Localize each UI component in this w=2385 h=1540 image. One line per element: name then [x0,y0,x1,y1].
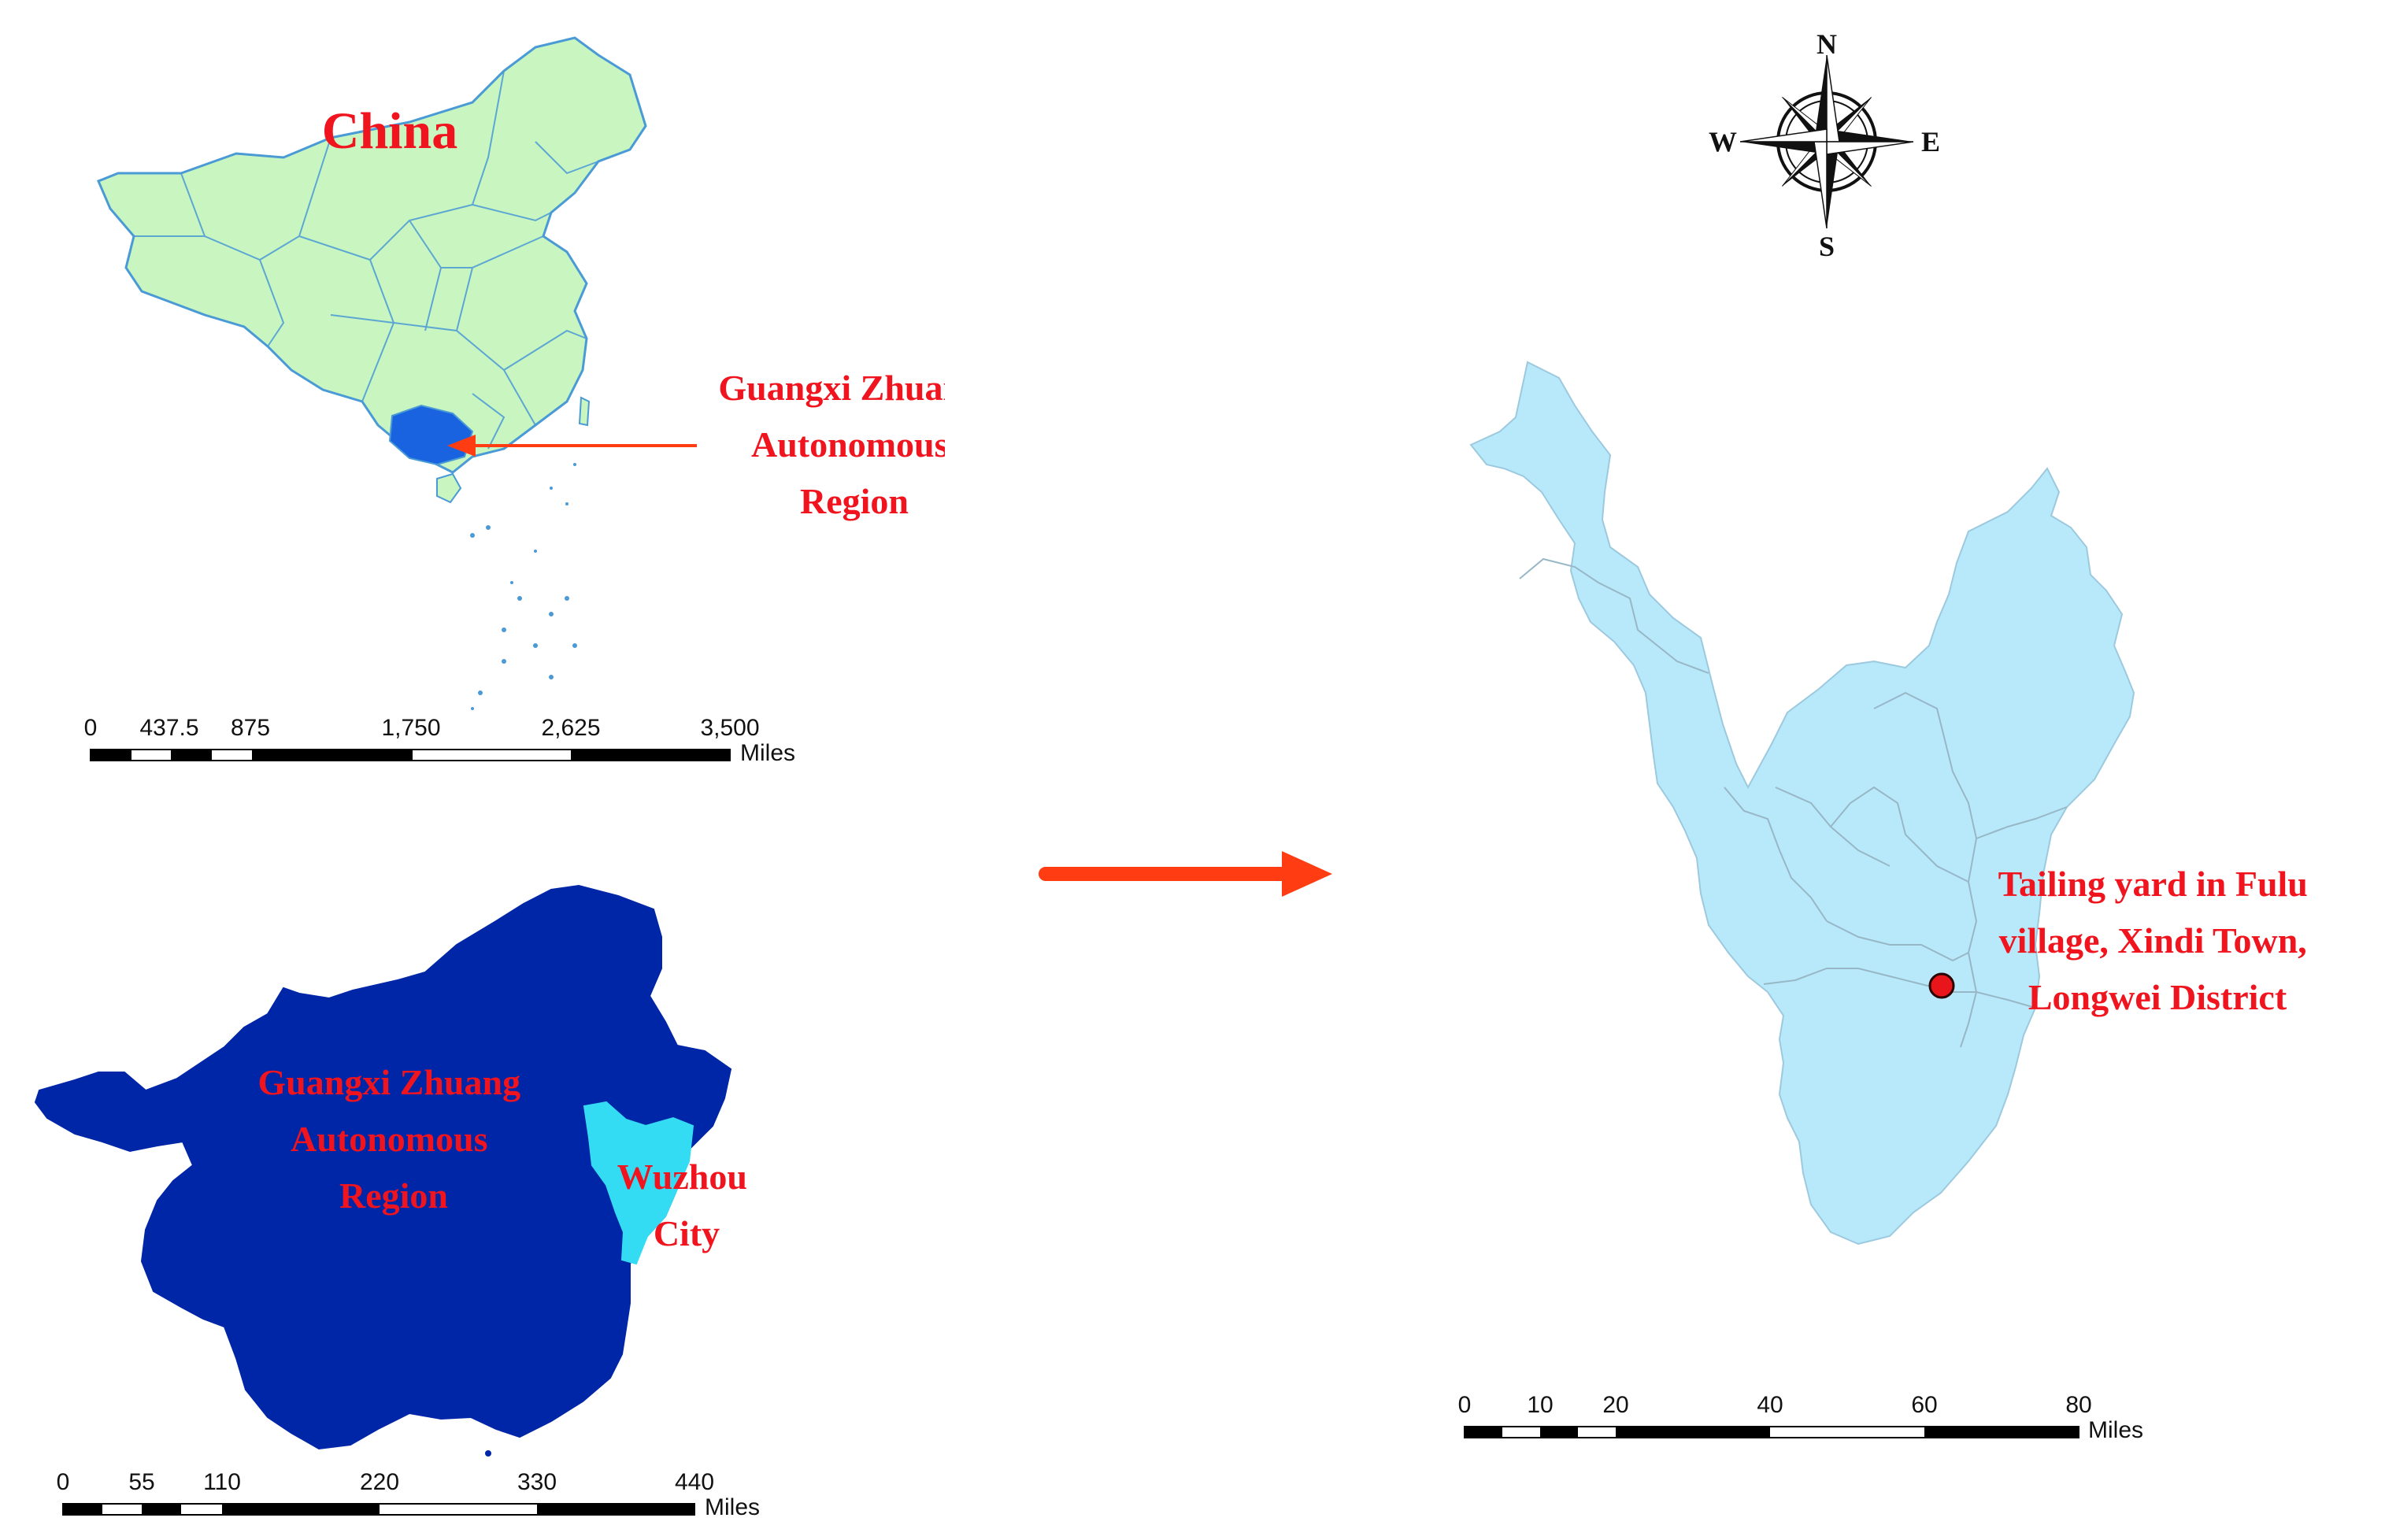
compass-south: S [1819,231,1835,260]
china-map-title: China [322,102,457,160]
hainan-island [436,472,462,504]
scale-unit-label: Miles [740,740,795,766]
scale-tick-label: 80 [2065,1392,2091,1418]
guangxi-map-panel: Guangxi Zhuang Autonomous Region Wuzhou … [0,866,945,1540]
scale-tick-label: 440 [675,1469,714,1495]
tailing-yard-label: Tailing yard in Fulu village, Xindi Town… [1998,864,2317,1017]
tailing-yard-marker [1928,972,1955,999]
guangxi-callout-arrow [447,435,697,457]
wuzhou-scale-bar: 0 10 20 40 60 80 Miles [1458,1392,2143,1443]
guangxi-highlight [388,404,474,466]
guangxi-region-label: Guangxi Zhuang Autonomous Region [257,1062,529,1216]
scale-tick-label: 3,500 [700,715,759,741]
scale-tick-label: 60 [1911,1392,1937,1418]
china-scale-bar: 0 437.5 875 1,750 2,625 3,500 Miles [84,715,795,766]
south-china-sea-islands [470,463,577,710]
scale-tick-label: 1,750 [381,715,440,741]
transition-arrow [1031,838,1346,909]
island-dot [485,1450,491,1457]
taiwan-island [578,396,591,427]
scale-tick-label: 20 [1602,1392,1628,1418]
wuzhou-city-shape [1469,361,2135,1246]
compass-west: W [1709,126,1737,157]
guangxi-map [34,884,732,1457]
china-mainland-shape [97,36,647,474]
scale-tick-label: 110 [203,1469,241,1495]
scale-tick-label: 2,625 [541,715,600,741]
scale-tick-label: 0 [84,715,98,741]
wuzhou-map [1469,361,2135,1246]
province-borders [134,70,599,450]
wuzhou-city-label: Wuzhou City [617,1157,757,1253]
scale-tick-label: 10 [1527,1392,1553,1418]
compass-east: E [1921,126,1940,157]
district-borders [1519,557,2068,1048]
wuzhou-map-panel: Tailing yard in Fulu village, Xindi Town… [1339,315,2385,1540]
compass-north: N [1817,28,1837,60]
guangxi-callout-label: Guangxi Zhuang Autonomous Region [718,368,945,521]
scale-tick-label: 40 [1757,1392,1783,1418]
china-map-panel: China Guangxi Zhuang Autonomous Region 0… [0,0,945,787]
compass-rose: N S E W [1709,24,1945,260]
scale-tick-label: 55 [128,1469,154,1495]
scale-tick-label: 220 [360,1469,399,1495]
scale-tick-label: 0 [1458,1392,1472,1418]
scale-tick-label: 437.5 [139,715,198,741]
scale-tick-label: 875 [231,715,270,741]
scale-unit-label: Miles [2088,1417,2143,1443]
scale-tick-label: 330 [517,1469,557,1495]
guangxi-scale-bar: 0 55 110 220 330 440 Miles [57,1469,760,1520]
wuzhou-shape-small [583,1101,694,1265]
scale-tick-label: 0 [57,1469,70,1495]
china-map [97,36,647,710]
compass-star-cardinal [1739,54,1914,229]
scale-unit-label: Miles [705,1494,760,1520]
